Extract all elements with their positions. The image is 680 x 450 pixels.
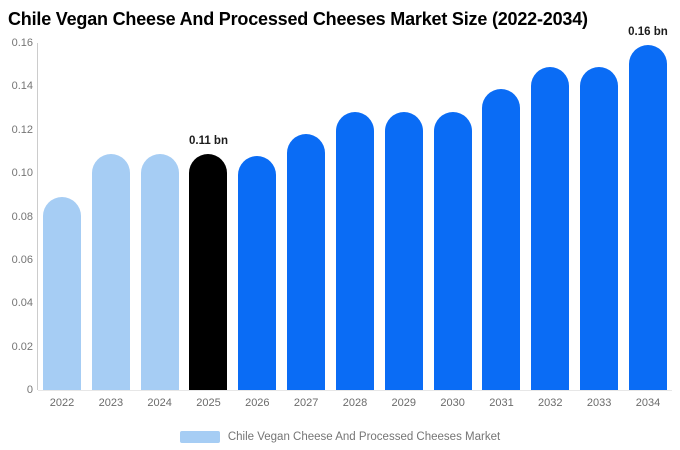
y-tick-0.04: 0.04	[11, 297, 33, 310]
bar-2032[interactable]	[531, 66, 570, 390]
y-tick-0.14: 0.14	[11, 80, 33, 93]
y-tick-0.10: 0.10	[11, 167, 33, 180]
x-tick-2027: 2027	[293, 397, 319, 409]
y-tick-0: 0	[26, 384, 33, 396]
legend: Chile Vegan Cheese And Processed Cheeses…	[0, 431, 680, 443]
bar-2024[interactable]	[140, 153, 179, 390]
x-tick-2025: 2025	[196, 397, 221, 409]
bar-2026[interactable]	[238, 155, 277, 390]
y-tick-0.16: 0.16	[11, 37, 33, 49]
legend-swatch[interactable]	[179, 431, 220, 443]
bar-2033[interactable]	[580, 66, 619, 390]
y-tick-0.12: 0.12	[11, 123, 33, 136]
bar-2029[interactable]	[384, 112, 423, 390]
x-tick-2022: 2022	[49, 397, 75, 409]
bar-2023[interactable]	[91, 153, 130, 390]
y-axis-line	[37, 43, 38, 390]
x-tick-2033: 2033	[586, 397, 612, 409]
bar-2027[interactable]	[287, 134, 326, 390]
bar-2022[interactable]	[43, 196, 81, 390]
bar-2031[interactable]	[482, 88, 521, 390]
y-tick-0.06: 0.06	[11, 253, 33, 266]
x-tick-2024: 2024	[147, 397, 172, 409]
x-tick-2023: 2023	[98, 397, 124, 409]
x-axis-baseline	[38, 390, 672, 391]
y-tick-0.02: 0.02	[11, 340, 33, 353]
x-axis-tick-labels: 2022 2023 2024 2025 2026 2027 2028 2029 2030 2031…	[38, 397, 672, 413]
bar-label-2025: 0.11 bn	[188, 134, 228, 147]
x-tick-2034: 2034	[635, 397, 661, 409]
x-tick-2026: 2026	[245, 397, 270, 409]
bar-2030[interactable]	[433, 112, 472, 390]
x-tick-2029: 2029	[391, 397, 417, 409]
legend-label[interactable]: Chile Vegan Cheese And Processed Cheeses…	[227, 431, 501, 443]
plot-area: 0.11 bn 0.16 bn	[38, 26, 672, 390]
bar-2025[interactable]	[189, 153, 228, 390]
chart-title: Chile Vegan Cheese And Processed Cheeses…	[8, 9, 588, 29]
bar-2028[interactable]	[335, 112, 374, 390]
bar-2034[interactable]	[628, 45, 667, 390]
x-tick-2028: 2028	[342, 397, 368, 409]
bar-label-2034: 0.16 bn	[628, 26, 668, 39]
x-tick-2031: 2031	[489, 397, 514, 409]
y-tick-0.08: 0.08	[11, 210, 33, 223]
x-tick-2032: 2032	[538, 397, 563, 409]
x-tick-2030: 2030	[440, 397, 465, 409]
y-axis-tick-labels: 0.16 0.14 0.12 0.10 0.08 0.06 0.04 0.02 0	[0, 37, 33, 396]
